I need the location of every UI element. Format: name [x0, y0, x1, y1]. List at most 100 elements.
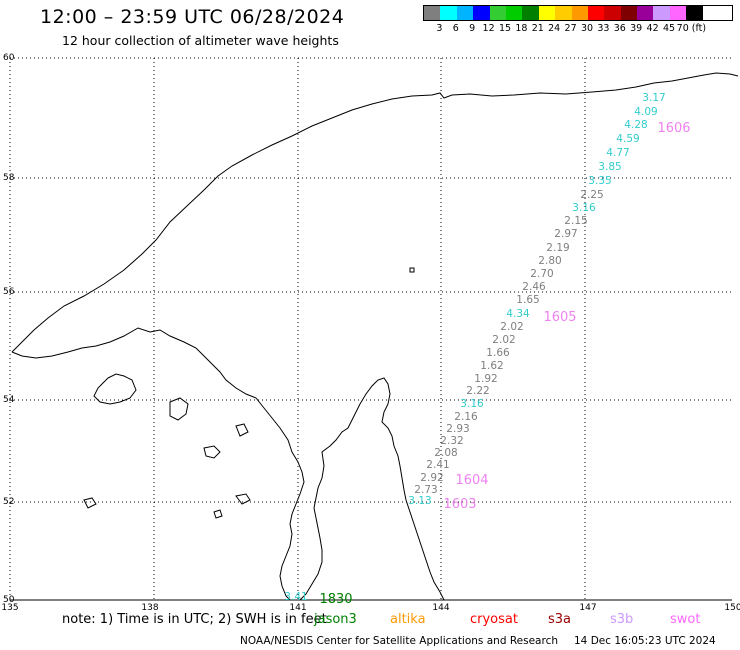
wave-height-label: 3.17	[642, 92, 665, 104]
wave-height-label: 1.62	[480, 360, 503, 372]
scale-label: 15	[498, 23, 512, 34]
satellite-legend-item: altika	[390, 612, 426, 627]
wave-height-label: 2.32	[440, 435, 463, 447]
coastline-north	[11, 72, 739, 353]
lon-label: 147	[579, 603, 596, 613]
scale-label: 21	[531, 23, 544, 34]
wave-height-label: 2.02	[492, 334, 515, 346]
scale-swatch	[686, 6, 703, 20]
map-title: 12:00 – 23:59 UTC 06/28/2024	[40, 6, 345, 28]
wave-height-label: 2.41	[426, 459, 449, 471]
scale-swatch	[571, 6, 588, 20]
wave-height-label: 4.09	[634, 106, 657, 118]
wave-height-label: 3.35	[588, 175, 611, 187]
scale-swatch	[424, 6, 441, 20]
wave-height-label: 1.65	[516, 294, 539, 306]
island-large	[93, 373, 137, 405]
wave-height-label: 2.70	[530, 268, 553, 280]
coastline-sakhalin-east	[359, 377, 445, 601]
pass-times-layer: 1606 1605 1604 1603 1830	[319, 121, 690, 607]
coastline	[11, 72, 739, 601]
wave-height-label: 4.77	[606, 147, 629, 159]
wave-height-label: 2.73	[414, 484, 437, 496]
wave-height-label: 1.66	[486, 347, 510, 359]
wave-height-label: 4.59	[616, 133, 639, 145]
scale-label: 9	[469, 23, 476, 34]
scale-label: 18	[515, 23, 528, 34]
lon-label: 138	[141, 603, 158, 613]
scale-label: 12	[482, 23, 495, 34]
scale-swatch	[604, 6, 621, 20]
wave-height-label: 2.16	[454, 411, 478, 423]
scale-label: 45	[662, 23, 676, 34]
wave-height-label: 2.08	[434, 447, 457, 459]
island-small-e	[83, 497, 97, 509]
coastline-sakhalin-west	[299, 403, 361, 601]
wave-height-label: 3.85	[598, 161, 621, 173]
scale-swatch	[505, 6, 523, 20]
scale-label: 3	[436, 23, 443, 34]
scale-swatch	[653, 6, 670, 20]
wave-height-label: 2.97	[554, 228, 577, 240]
wave-height-label: 2.25	[580, 189, 603, 201]
island-small-g	[409, 267, 415, 273]
satellite-legend-item: swot	[670, 612, 701, 627]
wave-height-label: 2.15	[564, 215, 587, 227]
wave-height-label: 2.02	[500, 321, 523, 333]
lat-label: 50	[3, 595, 15, 605]
wave-height-label: 4.28	[624, 119, 647, 131]
island-small-c	[235, 423, 249, 437]
scale-swatch	[522, 6, 539, 20]
lat-label: 60	[3, 53, 15, 63]
satellite-legend-item: cryosat	[470, 612, 518, 627]
satellite-legend-item: s3a	[548, 612, 572, 627]
footer-credit-line: NOAA/NESDIS Center for Satellite Applica…	[240, 635, 716, 647]
scale-swatch	[538, 6, 556, 20]
scale-label: 27	[564, 23, 577, 34]
wave-height-label: 2.92	[420, 472, 443, 484]
pass-time-label: 1606	[657, 121, 690, 136]
scale-swatch	[620, 6, 638, 20]
wave-height-label: 3.16	[572, 202, 596, 214]
wave-height-label: 2.80	[538, 255, 561, 267]
lon-label: 135	[1, 603, 18, 613]
wave-height-label: 2.19	[546, 242, 569, 254]
pass-time-label: 1603	[443, 497, 476, 512]
lat-label: 54	[3, 395, 15, 405]
scale-label: 33	[597, 23, 610, 34]
scale-label: 42	[646, 23, 659, 34]
scale-swatch	[587, 6, 605, 20]
lat-label: 56	[3, 287, 15, 297]
pass-time-label: 1605	[543, 310, 576, 325]
footer-note: note: 1) Time is in UTC; 2) SWH is in fe…	[62, 612, 327, 627]
wave-height-label: 3.41	[284, 591, 307, 603]
wave-height-label: 2.22	[466, 385, 489, 397]
scale-swatch	[489, 6, 506, 20]
island-small-d	[235, 493, 251, 505]
wave-height-color-scale: 3 6 9 12 15 18 21 24 27 30 33 36 39 42 45 70 (ft)	[423, 5, 733, 34]
scale-label: 36	[613, 23, 626, 34]
scale-label: 70 (ft)	[676, 23, 707, 34]
pass-time-label: 1830	[319, 592, 352, 607]
lon-label: 141	[289, 603, 306, 613]
scale-label: 6	[452, 23, 459, 34]
scale-label: 24	[548, 23, 561, 34]
lat-label: 58	[3, 173, 15, 183]
wave-height-label: 3.16	[460, 398, 484, 410]
wave-height-label: 3.13	[408, 495, 431, 507]
wave-height-label: 4.34	[506, 308, 530, 320]
pass-time-label: 1604	[455, 473, 488, 488]
lon-label: 144	[432, 603, 449, 613]
scale-swatch	[456, 6, 474, 20]
island-small-a	[169, 397, 189, 421]
scale-swatch	[555, 6, 572, 20]
color-scale-labels: 3 6 9 12 15 18 21 24 27 30 33 36 39 42 45 70 (ft)	[423, 21, 733, 34]
wave-height-label: 2.46	[522, 281, 546, 293]
scale-label: 39	[630, 23, 643, 34]
island-small-f	[213, 509, 223, 519]
scale-label: 30	[580, 23, 594, 34]
satellite-legend-item: jason3	[314, 612, 357, 627]
wave-height-label: 1.92	[474, 373, 497, 385]
